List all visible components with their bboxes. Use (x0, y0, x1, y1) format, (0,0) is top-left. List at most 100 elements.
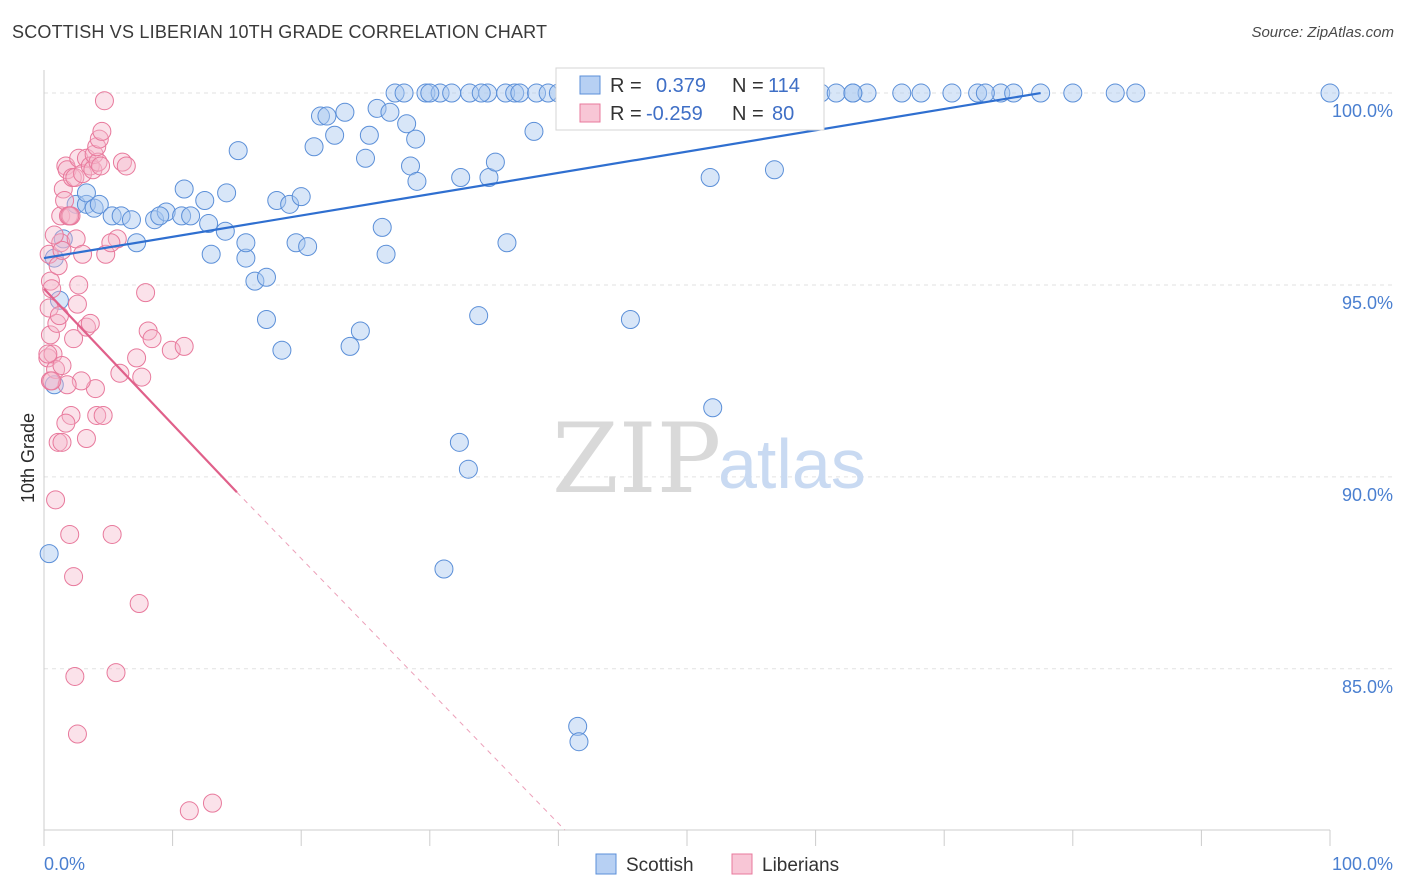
scottish-point (394, 83, 414, 103)
liberian-point (69, 148, 89, 168)
scottish-point (286, 233, 306, 253)
scottish-point (199, 214, 219, 234)
liberian-point (47, 313, 67, 333)
legend-box (555, 67, 825, 131)
scottish-point (335, 102, 355, 122)
legend-r-label-liberian: R = (610, 103, 642, 125)
bottom-legend-scottish: Scottish (626, 855, 694, 876)
scottish-point (420, 83, 440, 103)
scottish-point (325, 125, 345, 145)
liberian-point (40, 325, 60, 345)
liberian-point (67, 724, 87, 744)
liberian-point (60, 206, 80, 226)
scottish-point (524, 121, 544, 141)
liberian-point (51, 233, 71, 253)
liberian-point (71, 371, 91, 391)
scottish-point (236, 248, 256, 268)
liberian-trend-extension (236, 491, 566, 831)
chart-title: SCOTTISH VS LIBERIAN 10TH GRADE CORRELAT… (12, 22, 548, 42)
scottish-point (527, 83, 547, 103)
scottish-point (174, 179, 194, 199)
scottish-point (39, 544, 59, 564)
watermark: ZIP atlas (552, 403, 866, 515)
scottish-point (857, 83, 877, 103)
y-tick-label: 100.0% (1332, 101, 1393, 121)
legend-n-value-scottish: 114 (768, 75, 800, 97)
x-tick-labels: 0.0% 100.0% (44, 854, 1393, 874)
liberian-point (89, 129, 109, 149)
scottish-point (310, 106, 330, 126)
liberian-point (179, 801, 199, 821)
liberian-point (44, 225, 64, 245)
liberian-point (132, 367, 152, 387)
scottish-point (236, 233, 256, 253)
bottom-legend-swatch-scottish (595, 853, 617, 875)
scottish-point (340, 336, 360, 356)
scottish-point (975, 83, 995, 103)
scottish-point (568, 716, 588, 736)
scottish-point (256, 267, 276, 287)
liberian-point (94, 91, 114, 111)
scottish-point (228, 141, 248, 161)
legend-r-value-liberian: -0.259 (646, 103, 703, 125)
legend-n-label-scottish: N = (732, 75, 764, 97)
scottish-point (892, 83, 912, 103)
scottish-point (376, 244, 396, 264)
scottish-point (458, 459, 478, 479)
scottish-point (359, 125, 379, 145)
liberian-point (136, 283, 156, 303)
scottish-point (1105, 83, 1125, 103)
liberian-point (52, 356, 72, 376)
legend-n-value-liberian: 80 (772, 103, 794, 125)
scottish-point (49, 290, 69, 310)
liberian-point (57, 375, 77, 395)
y-tick-label: 95.0% (1342, 293, 1393, 313)
scottish-point (911, 83, 931, 103)
scottish-point (968, 83, 988, 103)
y-tick-label: 85.0% (1342, 677, 1393, 697)
liberian-point (129, 594, 149, 614)
liberian-point (64, 567, 84, 587)
bottom-legend-swatch-liberian (731, 853, 753, 875)
scottish-point (843, 83, 863, 103)
liberian-point (52, 432, 72, 452)
liberian-points (38, 91, 222, 821)
bottom-legend: Scottish Liberians (595, 853, 839, 876)
liberian-point (116, 156, 136, 176)
scottish-point (764, 160, 784, 180)
legend-swatch-scottish (579, 75, 601, 95)
scottish-point (181, 206, 201, 226)
legend-n-label-liberian: N = (732, 103, 764, 125)
liberian-point (80, 313, 100, 333)
scottish-point (84, 198, 104, 218)
liberian-point (73, 164, 93, 184)
legend: R = 0.379 N = 114 R = -0.259 N = 80 (555, 67, 825, 131)
scottish-point (121, 210, 141, 230)
scottish-point (397, 114, 417, 134)
scottish-point (471, 83, 491, 103)
liberian-point (49, 306, 69, 326)
grid (44, 92, 1395, 670)
liberian-point (110, 363, 130, 383)
liberian-trend-line (43, 288, 238, 493)
liberian-point (92, 121, 112, 141)
liberian-point (161, 340, 181, 360)
scottish-point (356, 148, 375, 168)
scottish-point (350, 321, 370, 341)
scottish-point (430, 83, 450, 103)
scottish-point (245, 271, 265, 291)
scottish-point (505, 83, 525, 103)
x-tick-label: 100.0% (1332, 854, 1393, 874)
scottish-point (215, 221, 235, 241)
legend-swatch-liberian (579, 103, 601, 123)
liberian-point (60, 524, 80, 544)
liberian-point (76, 428, 96, 448)
scottish-point (1126, 83, 1146, 103)
liberian-point (64, 329, 84, 349)
scottish-point (267, 191, 287, 211)
scottish-point (406, 129, 426, 149)
scottish-point (469, 306, 489, 326)
trend-lines (43, 91, 1041, 831)
scottish-point (256, 309, 276, 329)
liberian-point (56, 413, 76, 433)
